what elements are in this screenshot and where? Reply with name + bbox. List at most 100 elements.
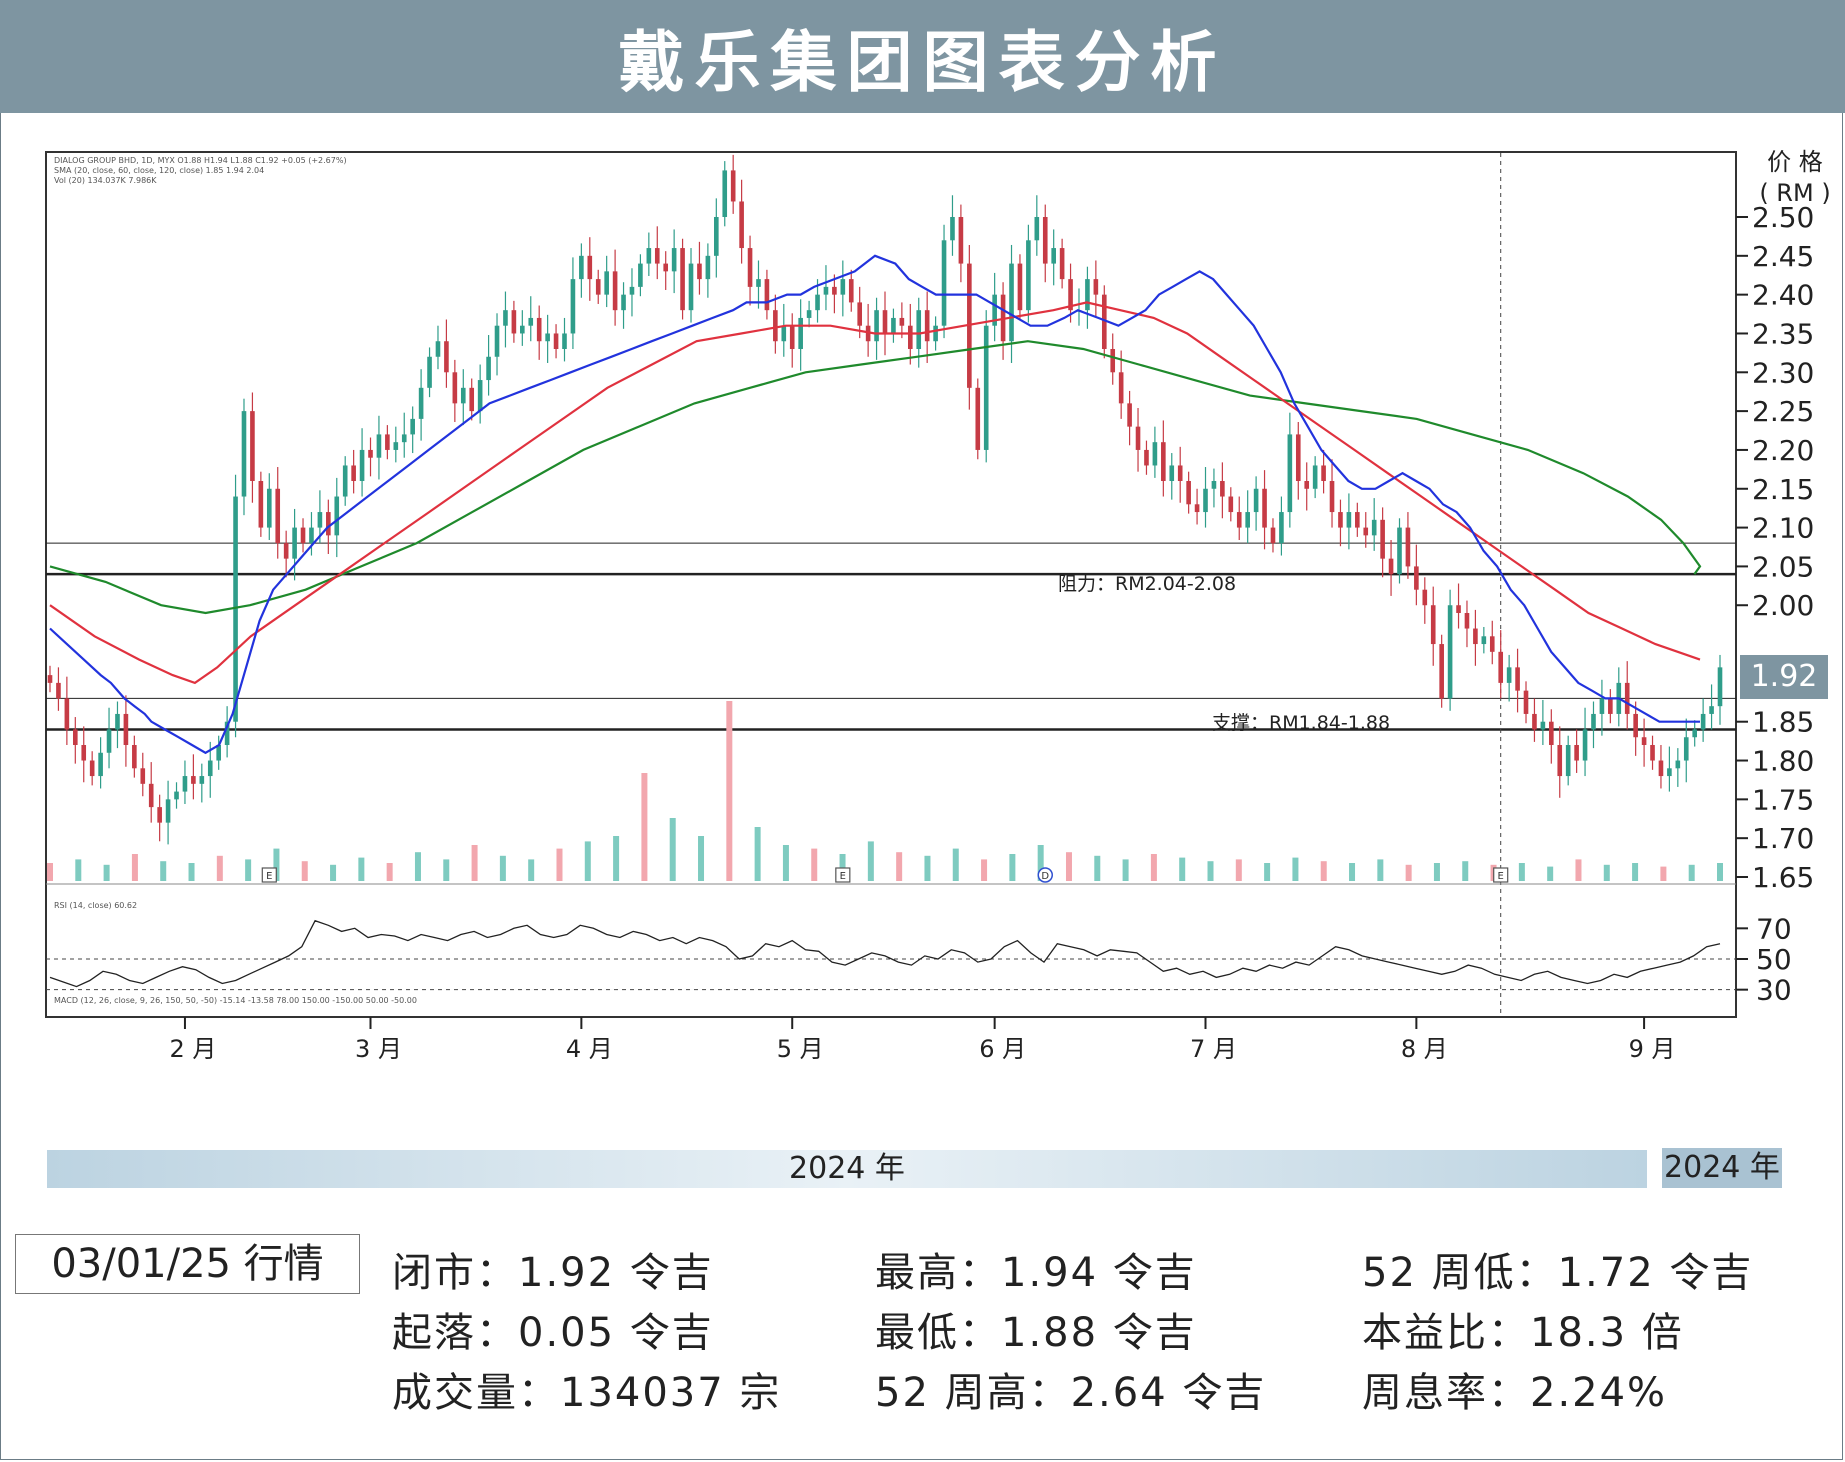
candle-body — [1717, 667, 1723, 707]
candle-body — [1405, 527, 1411, 567]
candle-body — [1515, 667, 1520, 691]
candle-body — [1194, 504, 1200, 513]
candle-body — [1700, 713, 1706, 730]
candle-body — [1422, 589, 1428, 606]
candle-body — [730, 170, 736, 202]
volume-bar — [1009, 854, 1016, 881]
candle-body — [477, 380, 483, 412]
volume-bar — [1518, 863, 1525, 881]
rsi-legend: RSI (14, close) 60.62 — [54, 901, 137, 910]
volume-bar — [1235, 859, 1242, 881]
candle-body — [924, 310, 930, 342]
candle-body — [545, 333, 550, 342]
candle-body — [1304, 481, 1310, 489]
candle-body — [157, 807, 162, 823]
volume-bar — [245, 859, 252, 881]
volume-bar — [330, 864, 337, 881]
candle-body — [747, 248, 753, 287]
volume-bar — [1377, 859, 1384, 881]
candle-body — [595, 279, 601, 295]
resistance-label: 阻力：RM2.04-2.08 — [1058, 573, 1236, 595]
candle-body — [528, 317, 534, 326]
candle-body — [1177, 465, 1183, 481]
date-label: 03/01/25 行情 — [15, 1234, 360, 1294]
candle-body — [1540, 721, 1546, 730]
page-title: 戴乐集团图表分析 — [618, 23, 1227, 101]
y-tick-label: 2.15 — [1752, 473, 1814, 506]
candle-body — [106, 729, 112, 753]
event-marker-label: E — [266, 871, 272, 882]
candle-body — [241, 411, 247, 497]
stat-volume: 成交量：134037 宗 — [392, 1370, 782, 1416]
stat-yield: 周息率：2.24% — [1362, 1370, 1668, 1416]
legend-line-2: SMA (20, close, 60, close, 120, close) 1… — [54, 166, 264, 175]
candle-body — [1397, 527, 1402, 575]
volume-bar — [471, 845, 478, 881]
candle-body — [207, 760, 213, 777]
volume-bar — [1575, 859, 1582, 881]
candle-body — [1161, 442, 1166, 481]
candle-body — [756, 279, 761, 287]
candle-body — [1608, 698, 1613, 714]
y-tick-label: 2.10 — [1752, 512, 1814, 545]
candle-body — [89, 760, 95, 777]
y-tick-label: 2.00 — [1752, 589, 1814, 622]
stat-high52: 52 周高：2.64 令吉 — [875, 1370, 1267, 1416]
candle-body — [941, 240, 947, 326]
volume-bar — [1037, 845, 1044, 881]
volume-bar — [1292, 857, 1299, 881]
candle-body — [722, 170, 728, 217]
candle-body — [1085, 279, 1090, 311]
volume-bar — [499, 855, 506, 881]
candle-body — [1051, 248, 1056, 264]
candle-body — [1110, 349, 1116, 373]
volume-bar — [188, 863, 195, 881]
candle-body — [1565, 745, 1571, 777]
candle-body — [1481, 636, 1487, 645]
candle-body — [1498, 651, 1504, 683]
candle-body — [671, 248, 677, 272]
candle-body — [1506, 667, 1512, 683]
stat-close: 闭市：1.92 令吉 — [392, 1250, 714, 1296]
candle-body — [1355, 512, 1360, 528]
event-marker-d — [1037, 867, 1054, 883]
y-tick-label: 1.70 — [1752, 822, 1814, 855]
candle-body — [688, 263, 694, 311]
candle-body — [1709, 706, 1714, 714]
candle-body — [958, 217, 964, 264]
volume-bar — [1320, 861, 1327, 881]
candle-body — [1667, 768, 1672, 777]
volume-bar — [301, 861, 308, 881]
stock-chart: DIALOG GROUP BHD, 1D, MYX O1.88 H1.94 L1… — [45, 148, 1845, 1063]
x-tick-label: 8 月 — [1401, 1035, 1448, 1063]
candle-body — [950, 217, 955, 241]
candle-body — [98, 752, 103, 777]
y-tick-label: 2.35 — [1752, 317, 1814, 350]
volume-bar — [1547, 866, 1554, 881]
candle-body — [216, 745, 221, 761]
current-price-value: 1.92 — [1751, 659, 1818, 694]
rsi-tick-label: 50 — [1756, 943, 1792, 976]
volume-bar — [556, 848, 563, 881]
candle-body — [739, 201, 744, 249]
volume-bar — [1433, 863, 1440, 881]
volume-bar — [1264, 863, 1271, 881]
candle-body — [1371, 519, 1377, 536]
sma60-line — [49, 301, 1701, 685]
candle-body — [452, 372, 458, 404]
candle-body — [1650, 745, 1655, 761]
candle-body — [646, 248, 652, 264]
y-tick-label: 1.85 — [1752, 706, 1814, 739]
y-axis-title-1: 价 格 — [1767, 148, 1823, 176]
candle-body — [342, 465, 348, 497]
volume-bar — [641, 773, 648, 881]
candle-body — [562, 333, 567, 349]
candle-body — [1683, 737, 1689, 761]
candle-body — [857, 302, 863, 326]
candle-body — [326, 512, 331, 536]
volume-bar — [754, 827, 761, 881]
candle-body — [1329, 481, 1335, 513]
candle-body — [1582, 729, 1588, 761]
candle-body — [435, 341, 441, 357]
y-axis-title-2: ( RM ) — [1759, 179, 1830, 207]
